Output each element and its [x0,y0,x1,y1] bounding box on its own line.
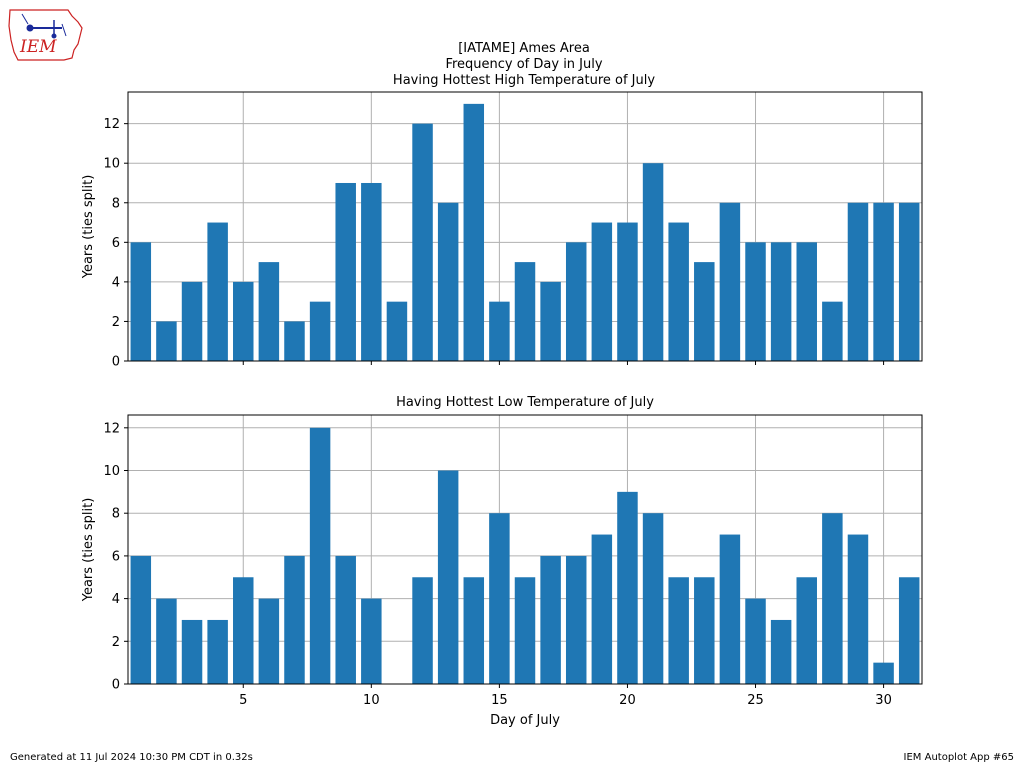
y-tick-label: 2 [112,635,120,650]
top-panel: 0 2 4 6 8 10 12 Years (ties split) [81,91,923,370]
bar [258,262,280,361]
x-tick-label: 10 [363,693,380,708]
bar [233,281,254,361]
bar [335,182,356,361]
bar [540,555,561,684]
bar [770,242,792,361]
bar [233,577,254,684]
bar [335,555,356,684]
x-tick-label: 20 [619,693,636,708]
bar [591,534,613,684]
y-tick-label: 4 [112,592,120,607]
bar [617,491,638,684]
bar [668,222,689,361]
bar [130,242,152,361]
bar [309,427,331,684]
bar [463,577,485,684]
bar [258,598,280,684]
bar [412,577,433,684]
bar [489,513,510,684]
bar [873,662,894,684]
x-axis-label: Day of July [490,713,560,728]
bar [412,123,433,361]
bar [489,301,510,361]
bar [514,262,536,361]
y-tick-label: 12 [103,117,120,132]
bar [309,301,331,361]
x-tick-label: 25 [747,693,764,708]
bar [361,598,382,684]
bar [130,555,152,684]
y-tick-label: 10 [103,464,120,479]
bar [361,182,382,361]
bar [796,242,817,361]
bar [565,555,587,684]
bar [463,103,485,361]
bar [642,163,664,361]
bar [822,301,843,361]
figure-title-line3: Having Hottest High Temperature of July [393,73,655,88]
iem-logo: IEM [8,9,83,61]
figure-title-line2: Frequency of Day in July [445,57,602,72]
bar [540,281,561,361]
bar [873,202,894,361]
y-tick-label: 6 [112,549,120,564]
app-footer: IEM Autoplot App #65 [903,752,1014,763]
figure-title-line1: [IATAME] Ames Area [458,41,590,56]
bar [642,513,664,684]
bar [847,534,869,684]
bar [694,262,715,361]
generated-footer: Generated at 11 Jul 2024 10:30 PM CDT in… [10,752,253,763]
x-tick-label: 15 [491,693,508,708]
bar [668,577,689,684]
y-tick-label: 2 [112,315,120,330]
bar [694,577,715,684]
bottom-panel: 0 2 4 6 8 10 12 5 10 15 20 25 30 Years (ties split) Da… [81,395,923,728]
bar [207,619,228,684]
axes-frame [127,91,923,362]
y-tick-label: 8 [112,196,120,211]
y-tick-label: 8 [112,507,120,522]
logo-text: IEM [19,37,57,57]
weather-station-icon [21,13,67,39]
bar [617,222,638,361]
y-tick-label: 10 [103,157,120,172]
bar [745,242,766,361]
y-tick-label: 6 [112,236,120,251]
y-tick-label: 4 [112,275,120,290]
bar [822,513,843,684]
bar [719,202,741,361]
y-tick-label: 12 [103,421,120,436]
x-tick-label: 5 [239,693,247,708]
bar [156,598,177,684]
iowa-state-outline [8,9,83,61]
y-axis-label: Years (ties split) [81,175,96,280]
axes-frame [127,414,923,685]
bar [565,242,587,361]
bar [181,619,203,684]
panel-title: Having Hottest Low Temperature of July [396,395,654,410]
y-tick-label: 0 [112,355,120,370]
bar [284,321,305,361]
bar [207,222,228,361]
bar [796,577,817,684]
bar [847,202,869,361]
bar [745,598,766,684]
bar [437,202,459,361]
bar [181,281,203,361]
bar [591,222,613,361]
y-axis-label: Years (ties split) [81,498,96,603]
bar [386,301,408,361]
bar [898,202,920,361]
bar [719,534,741,684]
y-tick-label: 0 [112,678,120,693]
bar [437,470,459,684]
bar [284,555,305,684]
bar [514,577,536,684]
bar [156,321,177,361]
x-tick-label: 30 [875,693,892,708]
bar [770,619,792,684]
bar [898,577,920,684]
